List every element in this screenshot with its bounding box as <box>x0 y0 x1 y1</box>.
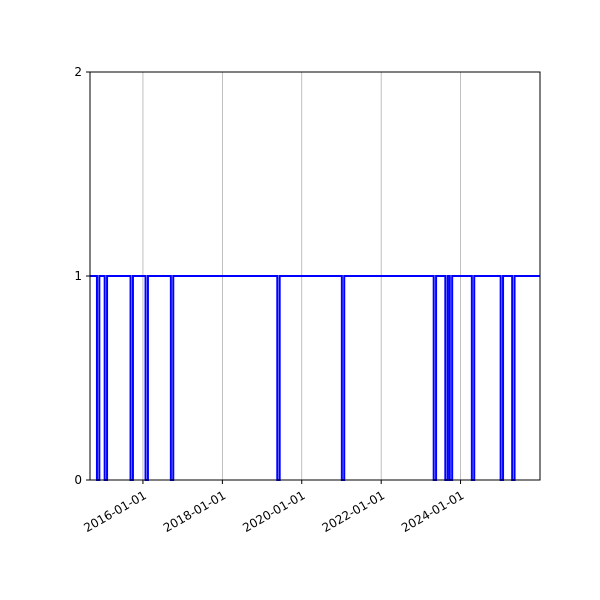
x-tick-label: 2022-01-01 <box>320 488 387 535</box>
y-tick-label: 0 <box>74 473 82 487</box>
y-axis: 0 1 2 <box>74 65 90 487</box>
x-axis: 2016-01-01 2018-01-01 2020-01-01 2022-01-01… <box>81 480 466 535</box>
y-tick-label: 1 <box>74 269 82 283</box>
x-tick-label: 2016-01-01 <box>81 488 148 535</box>
y-tick-label: 2 <box>74 65 82 79</box>
series-line <box>90 275 540 481</box>
x-tick-label: 2020-01-01 <box>240 488 307 535</box>
series-layer <box>90 275 540 481</box>
x-tick-label: 2024-01-01 <box>399 488 466 535</box>
x-tick-label: 2018-01-01 <box>161 488 228 535</box>
